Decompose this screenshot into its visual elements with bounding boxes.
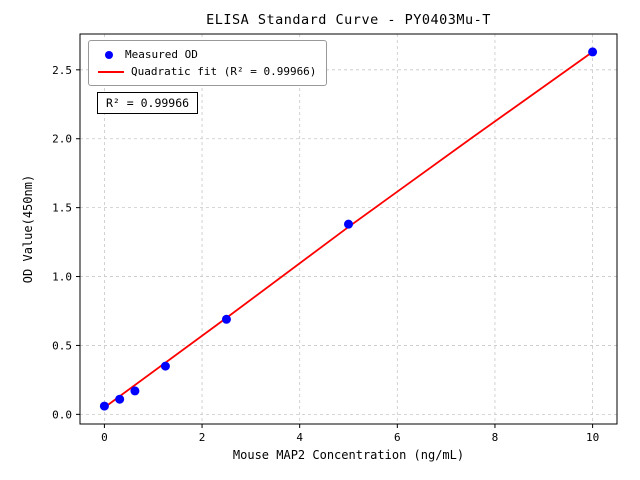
data-point <box>344 219 353 229</box>
x-tick-label: 8 <box>492 431 499 444</box>
y-axis-label: OD Value(450nm) <box>21 174 35 284</box>
y-tick-label: 0.0 <box>52 408 72 421</box>
x-axis-label: Mouse MAP2 Concentration (ng/mL) <box>232 448 465 462</box>
x-tick-label: 10 <box>586 431 599 444</box>
legend-entry-quadratic-fit: Quadratic fit (R² = 0.99966) <box>97 63 316 80</box>
x-tick-label: 2 <box>199 431 206 444</box>
r-squared-annotation: R² = 0.99966 <box>97 92 199 114</box>
y-tick-label: 2.5 <box>52 64 72 77</box>
legend-label-measured-od: Measured OD <box>125 48 198 61</box>
line-marker-icon <box>98 70 124 73</box>
data-point <box>115 394 125 404</box>
data-point <box>221 314 231 324</box>
data-point <box>130 386 140 396</box>
y-tick-label: 2.0 <box>52 133 72 146</box>
y-tick-label: 1.0 <box>52 271 72 284</box>
chart-title: ELISA Standard Curve - PY0403Mu-T <box>206 12 491 28</box>
x-tick-label: 0 <box>101 431 108 444</box>
y-tick-label: 1.5 <box>52 202 72 215</box>
y-tick-label: 0.5 <box>52 339 72 352</box>
data-point <box>588 47 598 57</box>
data-point <box>99 401 109 411</box>
plot-frame <box>79 33 618 425</box>
legend: Measured OD Quadratic fit (R² = 0.99966) <box>88 40 328 86</box>
x-tick-label: 4 <box>296 431 303 444</box>
legend-label-quadratic-fit: Quadratic fit (R² = 0.99966) <box>131 65 317 78</box>
data-point <box>160 361 170 371</box>
scatter-marker-icon <box>105 50 113 59</box>
legend-entry-measured-od: Measured OD <box>97 46 316 63</box>
x-tick-label: 6 <box>394 431 401 444</box>
